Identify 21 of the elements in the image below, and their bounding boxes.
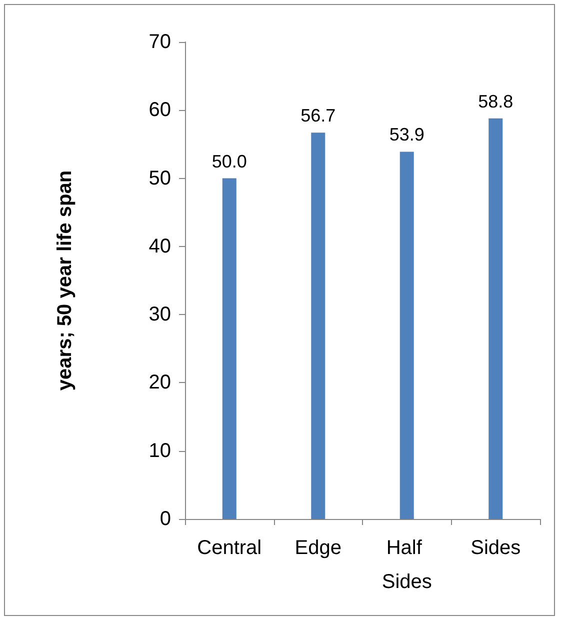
x-tick-label: Sides: [470, 537, 521, 559]
bar: [311, 132, 326, 519]
y-axis-title: years; 50 year life span: [54, 170, 76, 391]
y-tick-label: 0: [160, 508, 171, 530]
bar: [222, 178, 236, 519]
y-tick-label: 60: [148, 99, 171, 122]
y-tick-label: 70: [148, 31, 171, 53]
x-tick-label: Half Sides: [382, 537, 432, 593]
data-label: 53.9: [389, 124, 424, 145]
bar: [488, 118, 503, 519]
y-tick-label: 20: [148, 372, 171, 394]
x-tick-label: Central: [197, 537, 262, 559]
data-label: 56.7: [300, 106, 336, 126]
y-tick-label: 30: [148, 304, 171, 326]
bar: [400, 152, 414, 519]
y-tick-label: 50: [148, 167, 171, 190]
y-tick-label: 40: [148, 235, 171, 258]
x-tick-label: Edge: [294, 537, 342, 559]
data-label: 58.8: [478, 91, 514, 112]
data-label: 50.0: [212, 151, 247, 172]
y-tick-label: 10: [148, 440, 171, 462]
